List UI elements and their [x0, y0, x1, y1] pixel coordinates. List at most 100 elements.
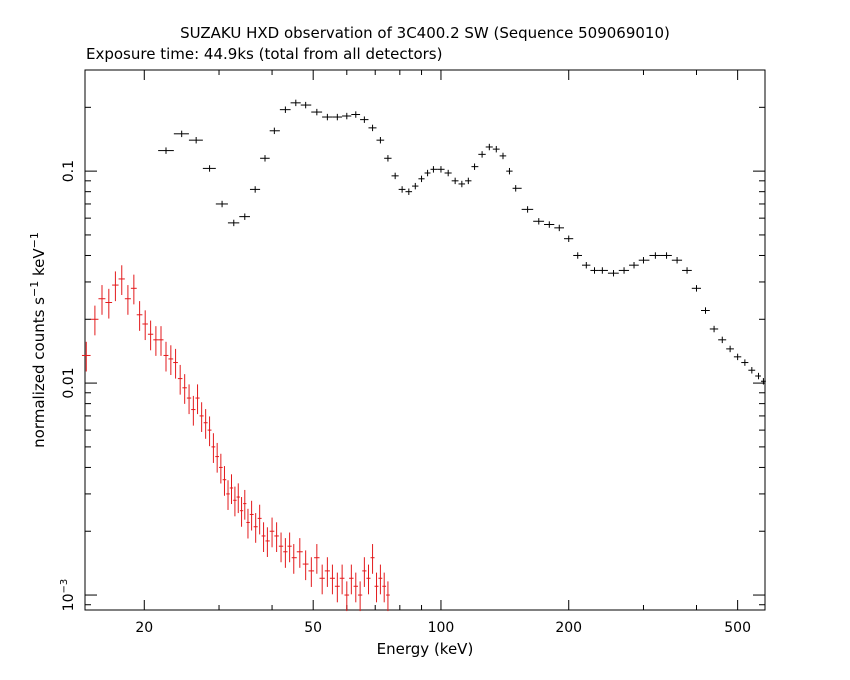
- data-point: [191, 395, 196, 426]
- data-point: [219, 453, 223, 484]
- data-point: [334, 572, 340, 603]
- data-point: [265, 527, 270, 557]
- data-point: [199, 402, 204, 432]
- data-point: [311, 108, 323, 116]
- y-axis-ticks: [85, 106, 765, 606]
- x-tick-label: 20: [135, 620, 153, 636]
- data-point: [618, 267, 630, 274]
- data-point: [499, 152, 507, 160]
- data-point: [344, 581, 350, 612]
- y-axis-label-main: normalized counts s: [30, 297, 48, 448]
- data-point: [158, 326, 164, 356]
- data-point: [98, 285, 106, 315]
- y-tick-label-base: 10: [61, 594, 77, 612]
- data-point: [222, 466, 227, 496]
- data-point: [718, 336, 727, 344]
- data-point: [471, 163, 479, 170]
- series-red-points: [81, 265, 390, 612]
- x-tick-label: 50: [304, 620, 322, 636]
- data-point: [287, 532, 292, 563]
- chart-title: SUZAKU HXD observation of 3C400.2 SW (Se…: [180, 24, 670, 42]
- data-point: [243, 489, 247, 520]
- data-point: [671, 257, 683, 264]
- x-axis-ticks: [143, 70, 739, 610]
- data-point: [649, 252, 661, 259]
- data-point: [351, 111, 361, 118]
- y-tick-label: 10−3: [59, 579, 77, 612]
- data-point: [296, 538, 303, 568]
- data-point: [506, 167, 513, 175]
- data-point: [478, 151, 486, 158]
- data-point: [398, 186, 406, 193]
- data-point: [755, 372, 761, 380]
- data-point: [158, 147, 174, 154]
- y-axis-tick-labels: 0.1 0.01 10−3: [59, 160, 77, 611]
- data-point: [709, 325, 719, 333]
- data-point: [360, 116, 369, 123]
- data-point: [215, 200, 228, 208]
- data-point: [278, 532, 284, 563]
- x-tick-label: 100: [428, 620, 455, 636]
- data-point: [329, 564, 335, 595]
- data-point: [291, 544, 297, 574]
- x-tick-label: 500: [724, 620, 751, 636]
- data-point: [376, 136, 385, 144]
- data-point: [374, 572, 379, 603]
- data-point: [136, 301, 143, 331]
- data-point: [590, 267, 599, 274]
- data-point: [444, 169, 452, 177]
- data-point: [233, 486, 237, 517]
- data-point: [177, 364, 183, 395]
- data-point: [512, 185, 522, 192]
- data-point: [368, 124, 377, 132]
- data-point: [544, 221, 555, 228]
- data-point: [322, 113, 333, 121]
- data-point: [607, 270, 619, 277]
- data-point: [249, 186, 261, 193]
- data-point: [239, 213, 250, 220]
- data-point: [239, 497, 244, 527]
- data-point: [366, 564, 371, 595]
- data-point: [424, 169, 431, 177]
- data-point: [485, 143, 493, 151]
- data-point: [573, 252, 583, 259]
- data-point: [582, 262, 591, 269]
- data-point: [227, 219, 240, 227]
- data-point: [260, 155, 270, 162]
- data-point: [130, 274, 137, 305]
- data-point: [412, 182, 419, 190]
- data-point: [112, 271, 119, 302]
- data-point: [236, 483, 240, 514]
- data-point: [261, 522, 266, 553]
- data-point: [324, 557, 330, 587]
- data-point: [269, 127, 280, 135]
- data-point: [173, 348, 178, 379]
- data-point: [554, 224, 565, 232]
- data-point: [147, 320, 154, 351]
- data-point: [215, 442, 220, 473]
- data-point: [153, 326, 159, 356]
- data-point: [105, 288, 113, 319]
- data-point: [748, 367, 756, 374]
- data-point: [202, 165, 216, 172]
- data-point: [207, 416, 212, 447]
- data-point: [760, 378, 766, 385]
- data-point: [564, 235, 574, 242]
- data-point: [629, 262, 639, 269]
- data-point: [163, 341, 169, 372]
- data-point: [405, 188, 413, 195]
- data-point: [257, 504, 262, 535]
- data-point: [279, 106, 291, 113]
- data-point: [691, 285, 702, 292]
- y-tick-label-base: 0.1: [61, 160, 77, 182]
- data-point: [726, 345, 734, 353]
- y-axis-label: normalized counts s−1 keV−1: [28, 232, 48, 448]
- data-point: [682, 267, 692, 274]
- y-tick-label: 0.1: [61, 160, 77, 182]
- data-point: [362, 557, 367, 587]
- data-point: [253, 513, 258, 543]
- data-point: [186, 384, 192, 415]
- data-point: [733, 353, 742, 361]
- data-point: [339, 564, 345, 595]
